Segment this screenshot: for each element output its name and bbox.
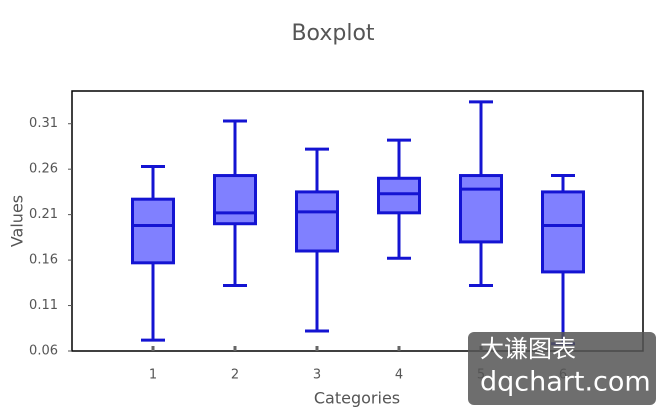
x-tick-label: 2 bbox=[231, 368, 239, 383]
x-tick-label: 4 bbox=[395, 368, 403, 383]
box bbox=[295, 190, 339, 253]
box bbox=[131, 197, 175, 265]
watermark-text: 大谦图表 bbox=[480, 335, 576, 363]
plot-frame bbox=[71, 90, 644, 352]
watermark-box bbox=[468, 332, 656, 405]
y-tick-label: 0.26 bbox=[29, 162, 58, 177]
y-tick-label: 0.31 bbox=[29, 116, 58, 131]
watermark-text: dqchart.com bbox=[480, 367, 651, 398]
box bbox=[541, 190, 585, 274]
y-tick-label: 0.21 bbox=[29, 207, 58, 222]
chart-title: Boxplot bbox=[291, 21, 374, 46]
box bbox=[377, 176, 421, 215]
y-tick-label: 0.06 bbox=[29, 344, 58, 359]
y-axis-label: Values bbox=[8, 195, 27, 247]
x-tick-label: 3 bbox=[313, 368, 321, 383]
x-axis-label: Categories bbox=[314, 389, 400, 408]
box bbox=[459, 174, 503, 244]
watermark: 大谦图表 dqchart.com bbox=[468, 332, 656, 405]
y-tick-label: 0.16 bbox=[29, 253, 58, 268]
y-tick-label: 0.11 bbox=[29, 298, 58, 313]
x-tick-label: 1 bbox=[149, 368, 157, 383]
box bbox=[213, 174, 257, 226]
